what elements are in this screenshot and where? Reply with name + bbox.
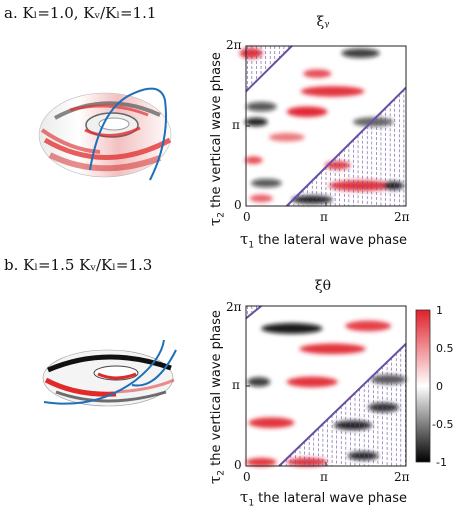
panel-b-xtick-2pi: 2π [394, 470, 410, 484]
heatmap-b-blob-2 [299, 343, 366, 355]
heatmap-b-blob-3 [247, 377, 271, 387]
heatmap-a-blob-5 [286, 106, 328, 118]
colorbar-tick-1: 1 [436, 304, 443, 317]
heatmap-b-boundary-upper [245, 305, 262, 320]
panel-a-ylabel: τ2 the vertical wave phase [206, 52, 227, 226]
panel-b-xlabel: τ1 the lateral wave phase [240, 488, 408, 509]
colorbar-tick-0.5: 0.5 [436, 342, 454, 355]
heatmap-a-blob-0 [239, 47, 263, 59]
panel-b-ytick-2pi: 2π [226, 300, 242, 314]
heatmap-b [245, 305, 407, 467]
heatmap-b-boundary-lower [278, 343, 407, 467]
panel-a-ytick-2pi: 2π [226, 38, 242, 52]
colorbar-tick-0: 0 [436, 380, 443, 393]
heatmap-a-blob-11 [251, 178, 282, 188]
heatmap-b-blob-1 [345, 320, 392, 332]
panel-b-ytick-pi: π [232, 378, 240, 392]
heatmap-a-blob-12 [328, 180, 393, 191]
heatmap-a-blob-8 [268, 132, 305, 142]
heatmap-a-blob-9 [244, 156, 263, 164]
torus-b-illustration [42, 339, 177, 407]
heatmap-b-blob-6 [248, 417, 295, 429]
panel-a-xtick-2pi: 2π [394, 210, 410, 224]
colorbar-tick--1: -1 [436, 456, 447, 469]
heatmap-a-boundary-lower [286, 86, 407, 207]
heatmap-a-boundary-upper [245, 45, 293, 93]
heatmap-b-blob-8 [368, 402, 399, 413]
heatmap-a [239, 45, 407, 207]
heatmap-a-blob-3 [300, 86, 365, 97]
heatmap-a-blob-1 [341, 48, 380, 58]
panel-b-xtick-0: 0 [243, 470, 251, 484]
colorbar-tick--0.5: -0.5 [432, 418, 454, 431]
heatmap-a-hatch-region [246, 46, 405, 206]
panel-a-xlabel: τ1 the lateral wave phase [240, 230, 408, 251]
heatmap-a-blob-14 [291, 195, 333, 204]
heatmap-b-blob-9 [246, 457, 277, 467]
panel-a-xtick-0: 0 [243, 210, 251, 224]
panel-b-ytick-0: 0 [234, 458, 242, 472]
heatmap-b-blob-10 [286, 457, 328, 467]
panel-a-xtick-pi: π [320, 210, 328, 224]
panel-a-ytick-0: 0 [234, 198, 242, 212]
heatmap-a-blob-4 [246, 102, 277, 112]
heatmap-a-blob-2 [303, 69, 332, 78]
heatmap-b-hatch-region [246, 306, 406, 466]
panel-b-title: ξθ [314, 278, 332, 294]
torus-a-illustration [38, 87, 172, 181]
colorbar [415, 309, 431, 463]
panel-a-ytick-pi: π [232, 118, 240, 132]
heatmap-b-blob-11 [347, 451, 379, 461]
heatmap-a-blob-6 [244, 117, 268, 127]
panel-b-xtick-pi: π [320, 470, 328, 484]
heatmap-b-blob-5 [370, 374, 407, 385]
heatmap-a-blob-15 [249, 194, 273, 203]
heatmap-a-blob-13 [383, 181, 404, 190]
heatmap-a-blob-7 [352, 117, 394, 127]
panel-a-label: a. Kₗ=1.0, Kᵥ/Kₗ=1.1 [4, 4, 157, 22]
heatmap-b-blob-0 [261, 323, 323, 334]
heatmap-b-blob-7 [333, 420, 373, 430]
heatmap-b-blob-4 [286, 376, 338, 388]
panel-b-label: b. Kₗ=1.5 Kᵥ/Kₗ=1.3 [4, 256, 153, 274]
panel-a-title: ξᵧ [316, 14, 330, 30]
panel-b-ylabel: τ2 the vertical wave phase [206, 310, 227, 484]
